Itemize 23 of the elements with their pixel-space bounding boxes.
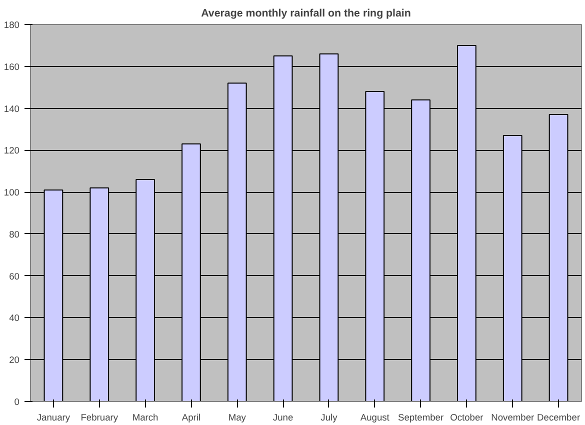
y-tick-label: 100 [4, 188, 20, 198]
y-tick-label: 0 [14, 397, 20, 407]
y-tick-label: 60 [9, 271, 20, 282]
y-tick-label: 20 [9, 355, 20, 366]
x-tick-label: December [537, 412, 580, 422]
y-tick-label: 40 [9, 313, 20, 324]
x-tick-label: September [398, 412, 444, 422]
x-tick-label: February [80, 412, 118, 422]
chart-title: Average monthly rainfall on the ring plain [201, 8, 411, 20]
x-tick-label: March [132, 412, 158, 422]
y-tick-label: 80 [9, 229, 20, 240]
y-tick-label: 140 [4, 104, 20, 114]
x-tick-label: November [491, 412, 534, 422]
x-tick-label: August [360, 412, 390, 422]
x-tick-label: October [450, 412, 484, 422]
y-tick-label: 160 [4, 62, 20, 72]
x-tick-label: April [182, 412, 201, 422]
y-tick-label: 180 [4, 20, 20, 30]
x-tick-label: June [272, 412, 294, 422]
y-tick-label: 120 [4, 146, 20, 156]
x-tick-label: May [228, 412, 246, 422]
x-tick-label: July [320, 412, 338, 422]
x-tick-label: January [36, 412, 70, 422]
